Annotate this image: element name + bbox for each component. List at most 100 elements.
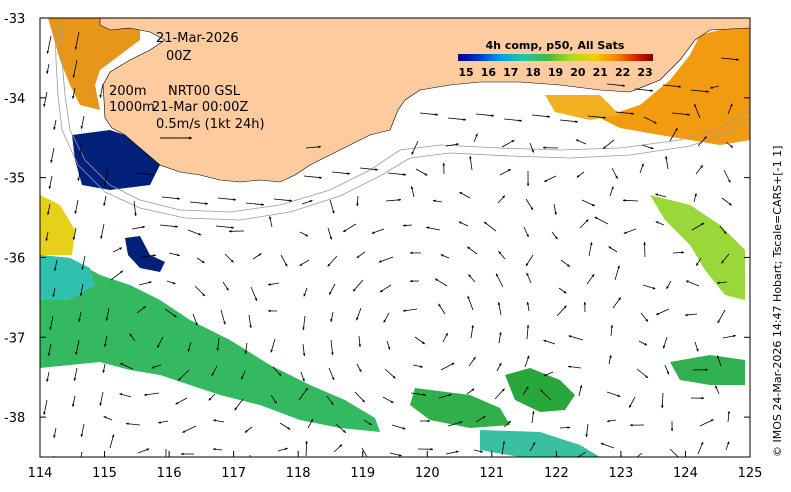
current-vector: [434, 278, 448, 287]
colorbar-tick-label: 19: [548, 66, 563, 79]
current-vector: [525, 254, 534, 267]
colorbar-tick-label: 21: [593, 66, 608, 79]
current-vector: [356, 307, 362, 321]
current-vector: [136, 305, 146, 314]
current-vector: [168, 252, 181, 257]
current-vector: [497, 195, 506, 204]
current-vector: [544, 175, 557, 182]
current-vector: [411, 140, 419, 155]
sst-patch-east-lightgreen: [650, 195, 745, 300]
current-vector: [72, 227, 77, 241]
current-vector: [135, 172, 155, 176]
x-tick-label: 125: [738, 466, 763, 481]
current-vector: [526, 301, 530, 312]
current-vector: [643, 241, 646, 258]
sst-layer: [40, 18, 750, 457]
sst-patch-west-coast-warm: [48, 18, 140, 110]
current-vector: [543, 339, 556, 345]
current-vector: [639, 163, 644, 174]
current-vector: [622, 199, 639, 202]
current-vector: [419, 112, 439, 116]
current-vector: [587, 115, 607, 119]
x-tick-label: 114: [28, 466, 53, 481]
current-vector: [445, 143, 460, 147]
current-vector: [330, 339, 334, 356]
current-vector: [432, 199, 443, 203]
contour-200-label: 200m: [109, 84, 146, 99]
current-vector: [354, 391, 365, 403]
current-vector: [447, 421, 463, 427]
current-vector: [43, 91, 48, 108]
x-axis: 114 115 116 117 118 119 120 121 122 123 124 125: [28, 451, 763, 481]
colorbar-ramp: [458, 54, 653, 61]
colorbar-tick-label: 17: [503, 66, 518, 79]
current-vector: [164, 308, 177, 318]
current-vector: [52, 287, 56, 298]
current-vector: [567, 365, 582, 369]
current-vector: [576, 171, 585, 178]
current-vector: [387, 172, 407, 176]
current-vector: [581, 199, 595, 207]
current-vector: [721, 197, 732, 206]
current-vector: [194, 285, 206, 297]
current-vector: [655, 221, 665, 226]
current-vector: [693, 192, 697, 203]
current-vector: [716, 281, 728, 285]
current-vector: [241, 370, 246, 380]
y-axis: -33 -34 -35 -36 -37 -38: [4, 12, 750, 426]
colorbar-tick-label: 15: [458, 66, 473, 79]
current-vector: [270, 394, 277, 404]
x-tick-label: 119: [350, 466, 375, 481]
current-vector: [48, 175, 53, 190]
current-vector: [498, 251, 506, 260]
current-vector: [719, 225, 727, 235]
bathymetry-contours: [54, 24, 750, 221]
current-vector: [539, 389, 552, 401]
current-vector: [217, 197, 237, 201]
current-vector: [694, 103, 701, 119]
current-vector: [280, 254, 288, 267]
current-vector: [303, 287, 308, 297]
current-vector: [438, 303, 446, 315]
x-tick-label: 117: [221, 466, 246, 481]
current-vector: [467, 295, 474, 311]
current-vector: [594, 216, 609, 225]
current-vector-field: [43, 31, 740, 457]
current-vector: [300, 371, 305, 382]
y-tick-label: -37: [4, 331, 25, 346]
colorbar: 4h comp, p50, All Sats 15 16 17 18 19 20 21 22 2…: [458, 39, 653, 79]
current-vector: [494, 388, 505, 400]
current-vector: [302, 343, 306, 357]
current-vector: [72, 59, 78, 78]
current-vector: [709, 85, 720, 89]
current-vector: [720, 57, 740, 61]
colorbar-tick-label: 22: [615, 66, 630, 79]
current-vector: [386, 340, 391, 350]
current-vector: [335, 423, 346, 433]
current-vector: [212, 447, 223, 451]
current-vector: [182, 425, 197, 433]
current-vector: [634, 88, 654, 92]
current-vector: [125, 422, 141, 426]
current-vector: [608, 354, 612, 365]
current-vector: [412, 364, 424, 368]
current-vector: [691, 222, 705, 231]
current-vector: [661, 392, 664, 409]
current-vector: [717, 309, 726, 324]
current-vector: [600, 442, 615, 449]
current-vector: [50, 147, 55, 164]
current-vector: [327, 255, 338, 267]
current-vector: [72, 395, 76, 408]
current-vector: [715, 385, 720, 395]
current-vector: [252, 253, 262, 260]
y-tick-label: -38: [4, 411, 25, 426]
current-vector: [302, 315, 306, 331]
x-tick-label: 121: [479, 466, 504, 481]
current-vector: [469, 155, 473, 171]
current-vector: [415, 168, 428, 176]
current-vector: [410, 392, 427, 397]
current-vector: [440, 254, 450, 259]
x-tick-label: 123: [608, 466, 633, 481]
current-vector: [137, 448, 150, 454]
current-vector: [588, 241, 593, 257]
